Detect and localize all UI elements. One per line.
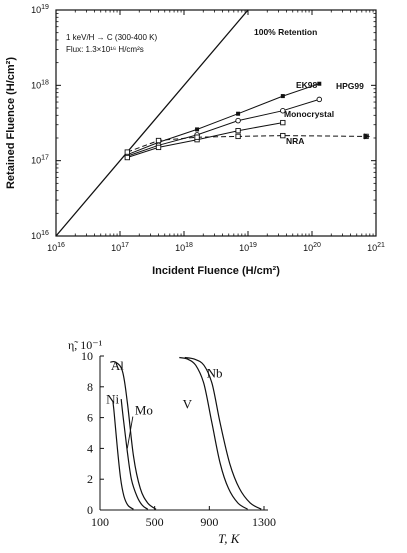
chart2-curve-ni	[112, 402, 134, 510]
chart1-y-tick-base: 10	[31, 5, 41, 15]
chart1-x-tick-exponent: 18	[185, 242, 193, 249]
chart1-x-tick-exponent: 16	[57, 242, 65, 249]
chart1-series-line-100-retention	[55, 9, 249, 237]
chart1-x-tick-base: 10	[175, 243, 185, 253]
chart1-series-line-ek98	[127, 83, 320, 156]
chart1-x-tick-label: 1021	[367, 242, 385, 253]
chart1-ticks	[55, 9, 377, 237]
chart1-y-tick-exponent: 16	[41, 230, 49, 237]
chart1-y-tick-label: 1018	[31, 79, 49, 90]
chart1-x-tick-label: 1018	[175, 242, 193, 253]
chart1-point-nra	[280, 132, 286, 139]
chart1-y-tick-label: 1017	[31, 155, 49, 166]
chart1-point-hpg99	[280, 107, 286, 114]
chart1-point-monocrystal	[280, 119, 286, 126]
chart2-y-tick-label: 6	[87, 411, 93, 425]
chart1-y-tick-base: 10	[31, 80, 41, 90]
chart1-plot-frame	[55, 9, 377, 237]
chart1-series-line-nra	[127, 135, 367, 153]
chart1-y-tick-label: 1016	[31, 230, 49, 241]
chart1-point-ek98	[317, 81, 322, 86]
chart1-x-axis-title: Incident Fluence (H/cm²)	[152, 265, 280, 277]
chart1-series-label-nra: NRA	[286, 136, 304, 146]
chart1-point-ek98	[236, 111, 241, 116]
chart2-curve-v	[179, 356, 248, 510]
chart1-point-nra	[155, 137, 162, 144]
chart1-annotation-beam: 1 keV/H → C (300-400 K)	[66, 33, 157, 42]
chart2-y-axis-title: η̃, 10⁻¹	[68, 338, 103, 352]
chart1-x-tick-base: 10	[111, 243, 121, 253]
chart1-series-label-hpg99: HPG99	[336, 81, 364, 91]
chart2-x-tick-label: 1300	[252, 515, 276, 529]
chart1-series-label-ek98: EK98	[296, 80, 318, 90]
chart1-x-tick-label: 1016	[47, 242, 65, 253]
chart1-y-tick-exponent: 17	[41, 155, 49, 162]
chart1-series	[55, 9, 371, 237]
chart1-point-nra	[194, 134, 200, 140]
chart2-mo-leader-line	[126, 416, 134, 449]
chart1-series-line-hpg99	[127, 98, 320, 157]
chart2-x-tick-label: 900	[200, 515, 218, 529]
chart1-point-monocrystal	[124, 154, 130, 161]
chart1-x-tick-base: 10	[239, 243, 249, 253]
chart1-x-tick-label: 1019	[239, 242, 257, 253]
chart1-series-label-monocrystal: Monocrystal	[284, 109, 334, 119]
chart1-point-hpg99	[235, 117, 241, 124]
chart1-point-ek98	[280, 94, 285, 99]
chart2-y-tick-label: 2	[87, 472, 93, 486]
chart2-y-tick-label: 4	[87, 441, 93, 455]
chart1-y-tick-exponent: 19	[41, 4, 49, 11]
chart1-point-nra	[124, 149, 130, 155]
chart-retained-fluence: 1016 1017 1018 1019 1020 10211016101710181019…	[5, 4, 385, 277]
chart1-x-tick-exponent: 17	[121, 242, 129, 249]
chart1-point-nra	[235, 133, 241, 140]
chart1-x-tick-base: 10	[303, 243, 313, 253]
chart2-series-labels: Ni Mo Al V Nb	[106, 358, 222, 418]
chart2-series-label-nb: Nb	[207, 366, 223, 381]
chart1-annotation-flux: Flux: 1.3×10¹⁶ H/cm²s	[66, 45, 144, 54]
chart2-y-tick-label: 0	[87, 503, 93, 517]
chart2-series-label-v: V	[183, 396, 193, 411]
chart2-curve-nb	[184, 356, 262, 510]
chart1-point-monocrystal	[155, 144, 162, 151]
chart1-x-tick-base: 10	[367, 243, 377, 253]
chart2-y-tick-label: 8	[87, 380, 93, 394]
chart2-curve-mo	[120, 399, 149, 510]
chart1-point-hpg99	[316, 96, 323, 103]
chart2-series	[110, 356, 262, 510]
chart1-y-tick-base: 10	[31, 156, 41, 166]
chart1-y-axis-title: Retained Fluence (H/cm²)	[5, 57, 17, 189]
chart1-point-ek98	[195, 127, 200, 132]
chart1-x-tick-label: 1017	[111, 242, 129, 253]
chart1-nra-arrow-head	[364, 133, 371, 140]
chart2-ticks: 100 500 900 1300 0 2 4 6 8 10	[81, 349, 276, 529]
chart1-y-tick-base: 10	[31, 231, 41, 241]
chart1-y-tick-exponent: 18	[41, 79, 49, 86]
chart1-point-monocrystal	[235, 128, 241, 134]
chart2-y-tick-label: 10	[81, 349, 93, 363]
chart1-series-line-monocrystal	[127, 122, 283, 158]
chart1-x-tick-exponent: 19	[249, 242, 257, 249]
chart2-series-label-ni: Ni	[106, 392, 119, 407]
chart1-y-tick-label: 1019	[31, 4, 49, 15]
chart2-x-tick-label: 100	[91, 515, 109, 529]
chart1-x-tick-base: 10	[47, 243, 57, 253]
chart1-x-tick-exponent: 21	[377, 242, 385, 249]
chart2-series-label-al: Al	[111, 358, 124, 373]
chart2-x-axis-title: T, K	[218, 531, 241, 546]
chart1-x-tick-label: 1020	[303, 242, 321, 253]
chart2-series-label-mo: Mo	[135, 403, 153, 418]
chart2-x-tick-label: 500	[146, 515, 164, 529]
chart1-x-tick-exponent: 20	[313, 242, 321, 249]
chart1-series-label-retention: 100% Retention	[254, 27, 317, 37]
